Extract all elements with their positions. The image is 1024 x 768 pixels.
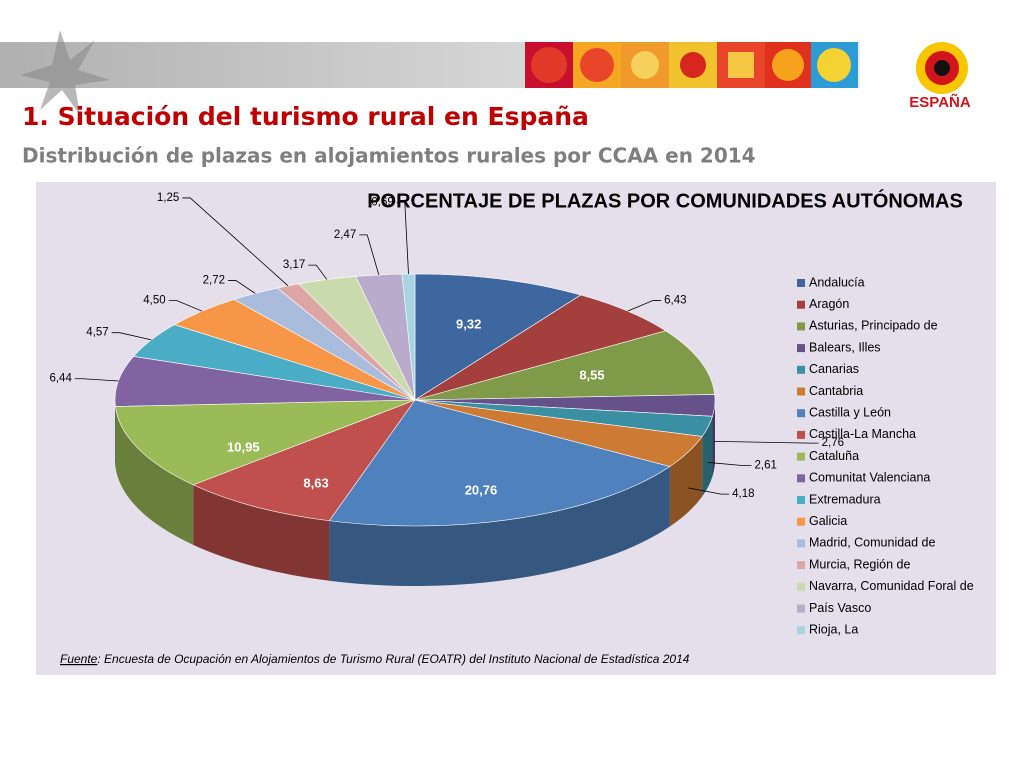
slice [192,399,416,522]
legend-swatch [797,387,805,396]
legend-swatch [797,279,805,287]
legend-label: Navarra, Comunidad Foral de [809,579,974,593]
legend-swatch [797,496,805,504]
legend-swatch [797,430,805,439]
leader-line [714,440,819,444]
slice-side-shade [329,466,670,586]
legend-swatch [797,626,805,635]
slide-subtitle: Distribución de plazas en alojamientos r… [22,144,756,168]
legend-swatch [797,409,805,418]
data-label: 9,32 [456,317,481,332]
data-label: 2,72 [203,275,225,287]
source: Fuente: Encuesta de Ocupación en Alojami… [60,652,690,666]
pie: 9,32 6,43 8,55 2,76 2,61 4,18 20,76 8,63 10,95 6,… [49,192,844,586]
legend-label: País Vasco [809,601,871,615]
slice-side [669,436,703,527]
legend-label: Madrid, Comunidad de [809,536,936,550]
data-label: 0,69 [371,196,393,208]
legend-label: Galicia [809,514,847,528]
legend-label: Rioja, La [809,622,858,636]
legend-swatch [797,539,805,548]
slice [414,330,716,401]
legend-swatch [797,322,805,331]
slice-side [329,466,670,586]
legend-label: Andalucía [809,275,865,289]
legend-label: Aragón [809,297,849,311]
data-label: 2,61 [755,460,777,472]
source-label: Fuente [60,652,98,666]
slice [414,294,667,401]
legend-label: Extremadura [809,492,881,506]
legend-label: Balears, Illes [809,340,881,354]
logo-text: ESPAÑA [909,93,971,111]
slice-side-shade [712,400,715,477]
data-label: 10,95 [227,439,260,454]
legend-swatch [797,474,805,483]
leader-line [168,300,203,312]
leader-line [308,264,328,280]
legend-swatch [797,344,805,353]
header-decoration [20,30,110,115]
legend-label: Castilla-La Mancha [809,427,916,441]
data-label: 6,43 [664,294,686,306]
legend-swatch [797,561,805,570]
slice-side-shade [115,406,194,545]
slice-side [115,406,194,545]
legend: Andalucía Aragón Asturias, Principado de Ba… [797,275,974,636]
legend-swatch [797,517,805,526]
leader-line [228,280,256,294]
data-label: 2,47 [334,229,356,241]
data-label: 8,63 [303,476,328,491]
legend-label: Castilla y León [809,405,891,419]
legend-swatch [797,452,805,461]
legend-label: Asturias, Principado de [809,319,938,333]
slice-side [712,400,715,477]
slide-title: 1. Situación del turismo rural en España [22,102,589,131]
leader-line [708,462,752,467]
slice [328,399,671,527]
leader-line [627,300,662,312]
slice [114,356,416,407]
leader-line [111,332,152,341]
legend-label: Comunitat Valenciana [809,471,930,485]
slice-side [193,484,330,581]
slice-side [702,416,713,497]
legend-swatch [797,365,805,374]
leader-line [359,234,380,276]
source-text: : Encuesta de Ocupación en Alojamientos … [97,652,689,666]
legend-label: Cantabria [809,384,863,398]
data-label: 20,76 [465,482,498,497]
legend-label: Murcia, Región de [809,557,910,571]
data-label: 4,50 [143,295,165,307]
chart-title: PORCENTAJE DE PLAZAS POR COMUNIDADES AUT… [367,188,963,212]
legend-swatch [797,300,805,309]
data-label: 3,17 [283,259,305,271]
slice-side-shade [193,484,330,581]
leader-line [396,201,409,275]
legend-label: Canarias [809,362,859,376]
leader-line [74,378,119,382]
slice-side-shade [702,416,713,497]
data-label: 8,55 [579,367,604,382]
slice-side-shade [669,436,703,527]
legend-swatch [797,582,805,591]
sun-tiles [525,42,858,88]
data-label: 1,25 [157,192,179,204]
data-label: 4,57 [86,327,108,339]
leader-line [182,197,289,287]
slice [115,399,416,486]
leader-line [688,487,730,495]
logo: ESPAÑA [909,42,971,111]
legend-swatch [797,604,805,613]
slice [414,273,582,401]
legend-label: Cataluña [809,449,859,463]
data-label: 4,18 [732,488,754,500]
data-label: 2,76 [822,437,844,449]
data-label: 6,44 [49,373,72,385]
